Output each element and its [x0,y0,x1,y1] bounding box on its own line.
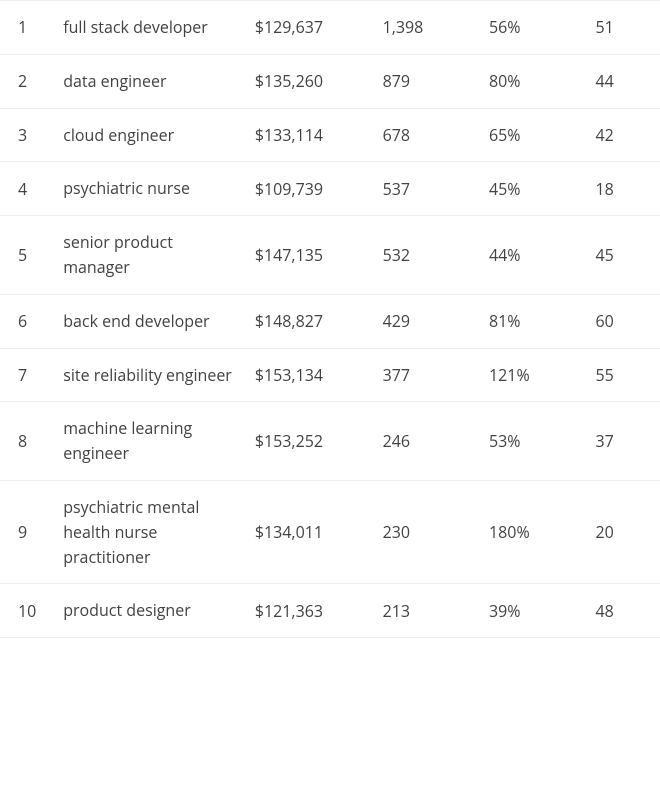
table-row: 6back end developer$148,82742981%60 [0,294,660,348]
title-cell: product designer [53,584,245,638]
score-cell: 51 [585,1,660,55]
openings-cell: 532 [373,216,479,295]
openings-cell: 429 [373,294,479,348]
title-cell: full stack developer [53,1,245,55]
table-row: 9psychiatric mental health nurse practit… [0,480,660,583]
salary-cell: $109,739 [245,162,373,216]
growth-cell: 44% [479,216,585,295]
rank-cell: 9 [0,480,53,583]
title-cell: back end developer [53,294,245,348]
table-row: 2data engineer$135,26087980%44 [0,54,660,108]
rank-cell: 6 [0,294,53,348]
table-row: 3cloud engineer$133,11467865%42 [0,108,660,162]
openings-cell: 1,398 [373,1,479,55]
rank-cell: 7 [0,348,53,402]
table-row: 1full stack developer$129,6371,39856%51 [0,1,660,55]
title-cell: senior product manager [53,216,245,295]
score-cell: 42 [585,108,660,162]
rank-cell: 2 [0,54,53,108]
openings-cell: 230 [373,480,479,583]
salary-cell: $153,134 [245,348,373,402]
score-cell: 48 [585,584,660,638]
growth-cell: 53% [479,402,585,481]
title-cell: site reliability engineer [53,348,245,402]
score-cell: 20 [585,480,660,583]
table-row: 5senior product manager$147,13553244%45 [0,216,660,295]
score-cell: 60 [585,294,660,348]
rank-cell: 8 [0,402,53,481]
title-cell: psychiatric mental health nurse practiti… [53,480,245,583]
salary-cell: $133,114 [245,108,373,162]
table-row: 4psychiatric nurse$109,73953745%18 [0,162,660,216]
openings-cell: 537 [373,162,479,216]
table-row: 10product designer$121,36321339%48 [0,584,660,638]
growth-cell: 180% [479,480,585,583]
title-cell: data engineer [53,54,245,108]
growth-cell: 81% [479,294,585,348]
openings-cell: 678 [373,108,479,162]
salary-cell: $121,363 [245,584,373,638]
score-cell: 18 [585,162,660,216]
rank-cell: 1 [0,1,53,55]
score-cell: 44 [585,54,660,108]
growth-cell: 65% [479,108,585,162]
openings-cell: 377 [373,348,479,402]
score-cell: 55 [585,348,660,402]
growth-cell: 56% [479,1,585,55]
rank-cell: 4 [0,162,53,216]
salary-cell: $134,011 [245,480,373,583]
growth-cell: 45% [479,162,585,216]
growth-cell: 121% [479,348,585,402]
salary-cell: $148,827 [245,294,373,348]
growth-cell: 80% [479,54,585,108]
openings-cell: 246 [373,402,479,481]
title-cell: machine learning engineer [53,402,245,481]
rank-cell: 10 [0,584,53,638]
score-cell: 37 [585,402,660,481]
table-row: 7site reliability engineer$153,134377121… [0,348,660,402]
rank-cell: 5 [0,216,53,295]
jobs-table: 1full stack developer$129,6371,39856%512… [0,0,660,638]
salary-cell: $129,637 [245,1,373,55]
openings-cell: 879 [373,54,479,108]
rank-cell: 3 [0,108,53,162]
growth-cell: 39% [479,584,585,638]
openings-cell: 213 [373,584,479,638]
salary-cell: $147,135 [245,216,373,295]
salary-cell: $135,260 [245,54,373,108]
jobs-table-body: 1full stack developer$129,6371,39856%512… [0,1,660,638]
salary-cell: $153,252 [245,402,373,481]
score-cell: 45 [585,216,660,295]
table-row: 8machine learning engineer$153,25224653%… [0,402,660,481]
title-cell: cloud engineer [53,108,245,162]
title-cell: psychiatric nurse [53,162,245,216]
